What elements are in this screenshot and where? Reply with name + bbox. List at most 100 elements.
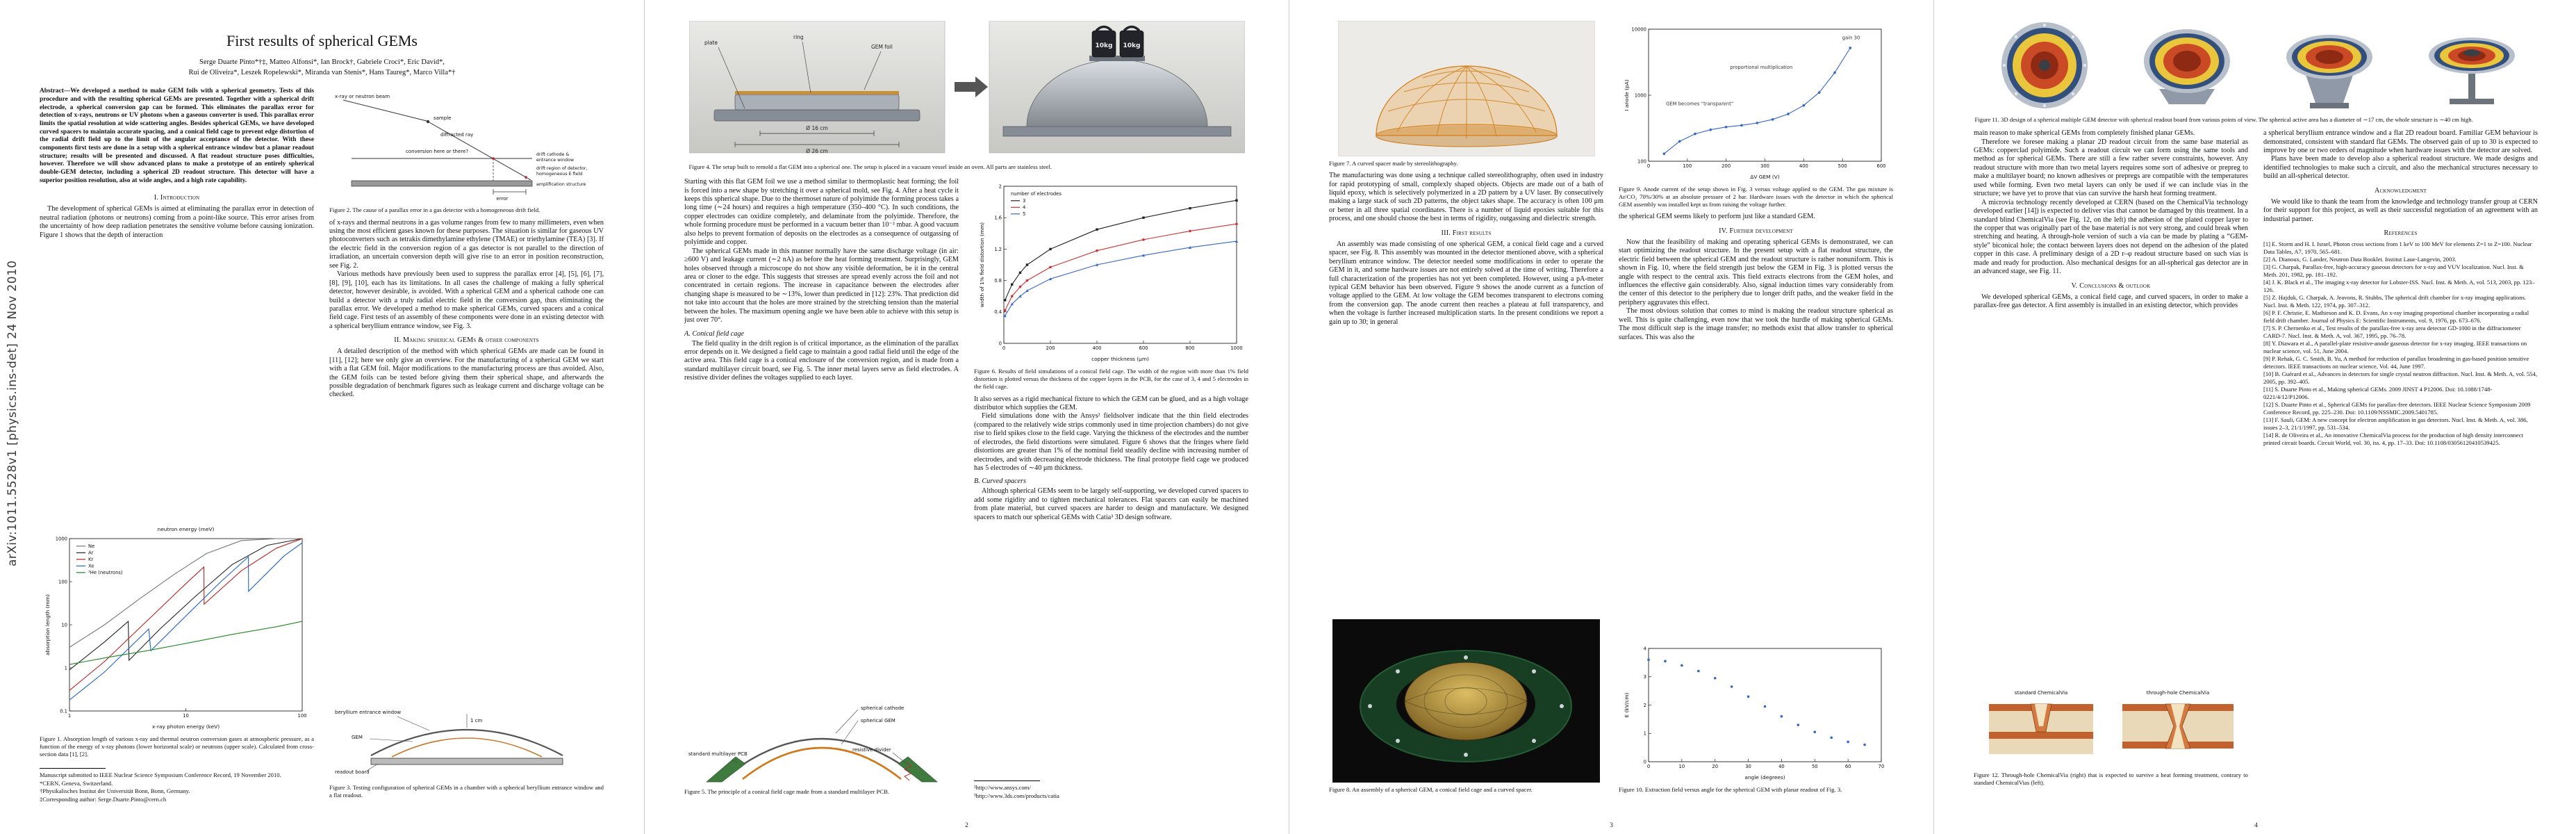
svg-text:60: 60 xyxy=(1845,764,1851,769)
author-line-2: Rui de Oliveira*, Leszek Ropelewski*, Mi… xyxy=(188,69,456,77)
page2-left-column: Starting with this flat GEM foil we use … xyxy=(684,178,959,800)
fig3-label-dimension: 1 cm xyxy=(470,718,483,723)
reference-item: [12] S. Duarte Pinto et al., Spherical G… xyxy=(2263,401,2531,416)
svg-text:300: 300 xyxy=(1760,163,1769,169)
reference-item: [10] B. Guérard et al., Advances in dete… xyxy=(2263,370,2537,386)
fig5-label-divider: resistive divider xyxy=(852,747,891,753)
fig3-gem-foil xyxy=(391,737,542,758)
fig2-label-region-2: homogeneous E field xyxy=(536,172,582,177)
figure-3-art: beryllium entrance window GEM readout bo… xyxy=(335,710,563,775)
footnote-corresponding-author[interactable]: ‡Corresponding author: Serge.Duarte.Pint… xyxy=(40,795,167,803)
fig5-label-pcb: standard multilayer PCB xyxy=(688,751,748,757)
svg-text:Ar: Ar xyxy=(88,550,94,555)
figure-11-art xyxy=(2001,22,2515,108)
fig4-leaders xyxy=(718,41,881,109)
fig2-label-amplification: amplification structure xyxy=(536,182,586,187)
svg-text:0: 0 xyxy=(1644,759,1646,764)
footnote-catia-url[interactable]: ³http://www.3ds.com/products/catia xyxy=(974,792,1059,799)
paragraph: main reason to make spherical GEMs from … xyxy=(1974,129,2195,138)
fig4-dimension-arrows xyxy=(734,131,899,147)
page4-right-column: a spherical beryllium entrance window an… xyxy=(2263,129,2538,791)
page1-left-column: Abstract—We developed a method to make G… xyxy=(40,86,314,803)
figure-6-chart: 0 200 400 600 800 1000 0 0.4 0.8 1.2 1.6 2 copper th… xyxy=(977,178,1245,364)
paragraph: Field simulations done with the Ansys² f… xyxy=(974,412,1248,472)
fig3-label-gem: GEM xyxy=(352,735,363,740)
paragraph: a spherical beryllium entrance window an… xyxy=(2263,129,2538,154)
figure-5-caption: Figure 5. The principle of a conical fie… xyxy=(684,788,890,795)
figure-1-chart: 1 10 100 0.1 1 10 100 1000 x-ray photon energy (… xyxy=(43,523,311,732)
paragraph: The manufacturing was done using a techn… xyxy=(1329,172,1603,223)
svg-text:neutron energy (meV): neutron energy (meV) xyxy=(158,526,215,532)
fig2-label-cathode-1: drift cathode & xyxy=(536,152,569,157)
fig11-view-front xyxy=(2001,22,2088,108)
section-heading-conclusions: V. Conclusions & outlook xyxy=(2071,281,2151,290)
fig2-right-labels: drift cathode & entrance window drift re… xyxy=(536,152,588,187)
fig4-weight-1: 10kg xyxy=(1091,25,1116,58)
paper-title: First results of spherical GEMs xyxy=(226,32,418,49)
reference-item: [2] A. Dianoux, G. Lander, Neutron Data … xyxy=(2263,256,2457,263)
svg-text:600: 600 xyxy=(1877,163,1886,169)
svg-text:Ne: Ne xyxy=(88,543,94,549)
svg-text:angle (degrees): angle (degrees) xyxy=(1744,774,1785,780)
fig4-plate xyxy=(713,109,920,122)
page3-right-column: 0 100 200 300 400 500 600 100 1000 10000 ΔV GEM (V… xyxy=(1619,21,1893,798)
svg-text:0.8: 0.8 xyxy=(994,278,1002,284)
fig5-label-gem: spherical GEM xyxy=(861,718,895,723)
figure-8: Figure 8. An assembly of a spherical GEM… xyxy=(1329,619,1603,794)
svg-text:4: 4 xyxy=(1023,205,1025,211)
svg-text:0: 0 xyxy=(1647,764,1650,769)
reference-item: [6] P. F. Christie, E. Mathieson and K. … xyxy=(2263,309,2529,325)
footnote-block-page2: ²http://www.ansys.com/ ³http://www.3ds.c… xyxy=(974,780,1248,800)
fig4-label-d16: Ø 16 cm xyxy=(806,125,828,131)
fig2-amplification-structure xyxy=(351,181,532,187)
svg-text:2: 2 xyxy=(1644,703,1646,708)
fig2-label-beam: x-ray or neutron beam xyxy=(335,94,390,99)
fig3-leaders xyxy=(366,714,467,771)
fig4-label-plate: plate xyxy=(704,40,718,46)
svg-text:copper thickness (μm): copper thickness (μm) xyxy=(1091,356,1149,362)
fig4-weight-1-label: 10kg xyxy=(1095,42,1112,49)
paragraph: An assembly was made consisting of one s… xyxy=(1329,240,1603,326)
fig12-standard-via: standard ChemicalVia xyxy=(1988,690,2093,754)
svg-text:Xe: Xe xyxy=(88,563,94,569)
paragraph: A microvia technology recently developed… xyxy=(1974,198,2248,276)
figure-7-caption: Figure 7. A curved spacer made by stereo… xyxy=(1329,160,1458,167)
fig12-label-through-hole: through-hole ChemicalVia xyxy=(2146,690,2209,696)
section-heading-first-results: III. First results xyxy=(1441,229,1492,237)
svg-text:800: 800 xyxy=(1186,345,1195,351)
svg-text:1.6: 1.6 xyxy=(994,215,1002,221)
page-number: 4 xyxy=(2254,822,2258,829)
svg-text:400: 400 xyxy=(1799,163,1808,169)
section-heading-references: References xyxy=(2384,229,2418,238)
footnote-ansys-url[interactable]: ²http://www.ansys.com/ xyxy=(974,783,1031,791)
paragraph: We developed spherical GEMs, a conical f… xyxy=(1974,293,2248,309)
paragraph: Starting with this flat GEM foil we use … xyxy=(684,178,959,247)
svg-text:1000: 1000 xyxy=(56,536,67,541)
footnote-manuscript: Manuscript submitted to IEEE Nuclear Sci… xyxy=(40,771,281,779)
paragraph: It also serves as a rigid mechanical fix… xyxy=(974,395,1248,411)
svg-text:number of electrodes: number of electrodes xyxy=(1011,191,1062,197)
svg-text:³He (neutrons): ³He (neutrons) xyxy=(88,570,123,575)
fig4-weight-2: 10kg xyxy=(1119,25,1143,58)
svg-text:3: 3 xyxy=(1023,198,1025,204)
arxiv-stamp: arXiv:1011.5528v1 [physics.ins-det] 24 N… xyxy=(6,260,19,566)
paragraph: We would like to thank the team from the… xyxy=(2263,197,2538,223)
svg-text:0: 0 xyxy=(1647,163,1650,169)
reference-item: [13] F. Sauli, GEM: A new concept for el… xyxy=(2263,416,2528,432)
svg-text:width of 1% field distortion (: width of 1% field distortion (mm) xyxy=(979,222,985,307)
svg-text:30: 30 xyxy=(1745,764,1751,769)
figure-10-chart: 0 10 20 30 40 50 60 70 0 1 2 3 4 angle (degrees) E (kV… xyxy=(1622,640,1890,783)
svg-text:2: 2 xyxy=(999,184,1002,190)
fig2-conversion-point-1 xyxy=(491,157,495,161)
svg-text:400: 400 xyxy=(1093,345,1102,351)
svg-text:4: 4 xyxy=(1644,646,1646,651)
fig3-readout-board xyxy=(370,758,563,765)
fig4-gem-foil xyxy=(734,91,899,95)
figure-8-caption: Figure 8. An assembly of a spherical GEM… xyxy=(1329,785,1533,793)
page-number: 3 xyxy=(1610,822,1613,829)
figure-7: Figure 7. A curved spacer made by stereo… xyxy=(1329,21,1603,167)
figure-1: 1 10 100 0.1 1 10 100 1000 x-ray photon energy (… xyxy=(40,523,314,758)
svg-text:20: 20 xyxy=(1712,764,1718,769)
fig3-beryllium-window xyxy=(370,729,563,757)
